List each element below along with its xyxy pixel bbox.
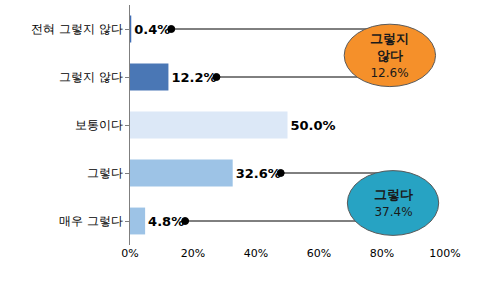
svg-text:20%: 20% — [181, 247, 205, 260]
svg-text:전혀 그렇지 않다: 전혀 그렇지 않다 — [31, 22, 123, 36]
svg-text:100%: 100% — [429, 247, 460, 260]
svg-text:매우 그렇다: 매우 그렇다 — [59, 214, 123, 228]
svg-text:그렇지 않다: 그렇지 않다 — [59, 70, 123, 84]
svg-text:12.2%: 12.2% — [171, 70, 216, 85]
svg-text:그렇다37.4%: 그렇다37.4% — [374, 187, 413, 219]
svg-text:40%: 40% — [244, 247, 268, 260]
svg-text:그렇다: 그렇다 — [87, 166, 123, 180]
svg-text:그렇지않다12.6%: 그렇지않다12.6% — [370, 31, 409, 80]
svg-text:0.4%: 0.4% — [134, 22, 170, 37]
svg-text:80%: 80% — [370, 247, 394, 260]
svg-text:32.6%: 32.6% — [236, 166, 281, 181]
svg-text:4.8%: 4.8% — [148, 214, 184, 229]
svg-text:0%: 0% — [121, 247, 138, 260]
svg-text:보통이다: 보통이다 — [75, 118, 123, 132]
svg-text:50.0%: 50.0% — [291, 118, 336, 133]
svg-text:60%: 60% — [307, 247, 331, 260]
